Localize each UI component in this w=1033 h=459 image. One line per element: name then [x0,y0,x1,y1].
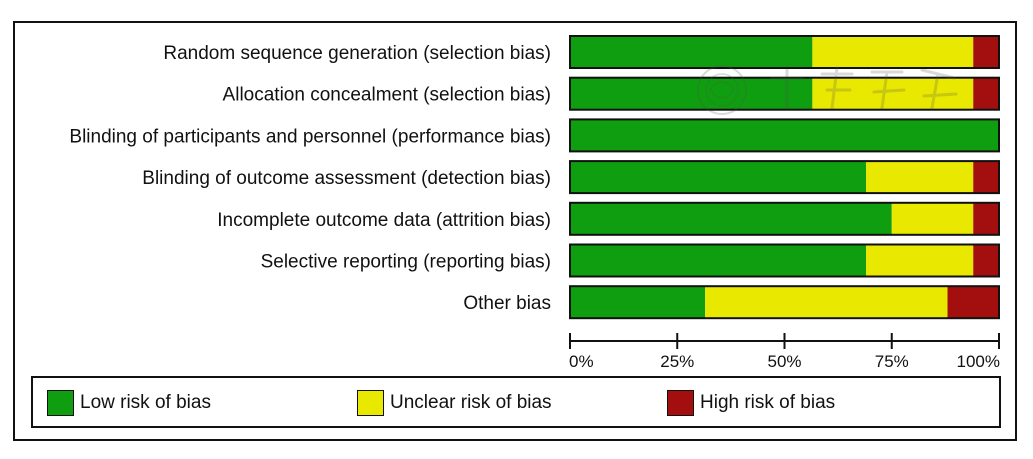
category-label: Selective reporting (reporting bias) [261,252,551,273]
category-label: Blinding of participants and personnel (… [69,126,551,147]
bar-segment-unclear [812,36,974,68]
legend-item-unclear: Unclear risk of bias [357,390,552,416]
bar-segment-high [947,286,999,319]
bar-outline [569,243,1000,278]
bar-outline [569,76,1000,111]
bar-segment-low [570,202,892,235]
bar-outline [569,285,1000,320]
bar-segment-unclear [812,77,974,110]
bar-segment-unclear [866,161,974,194]
legend-item-low: Low risk of bias [47,390,211,416]
x-tick-label: 50% [767,352,801,371]
legend-swatch-unclear [357,390,384,416]
x-tick-label: 100% [957,352,1000,371]
category-label: Allocation concealment (selection bias) [223,85,551,106]
category-label: Incomplete outcome data (attrition bias) [217,210,551,231]
bar-outline [569,201,1000,236]
bar-segment-high [973,36,999,68]
bar-segment-low [570,77,813,110]
legend-label-low: Low risk of bias [80,392,211,413]
bar-segment-high [973,77,999,110]
legend-label-high: High risk of bias [700,392,836,413]
bar-outline [569,35,1000,69]
bar-segment-low [570,36,813,68]
bar-segment-low [570,244,867,277]
bar-segment-low [570,161,867,194]
bar-segment-high [973,202,999,235]
legend-label-unclear: Unclear risk of bias [390,392,552,413]
legend-swatch-high [667,390,694,416]
x-tick-label: 25% [660,352,694,371]
bar-segment-unclear [705,286,948,319]
bar-segment-high [973,161,999,194]
bar-segment-low [570,286,706,319]
bar-outline [569,118,1000,153]
category-label: Other bias [463,293,551,314]
category-label: Blinding of outcome assessment (detectio… [142,168,551,189]
bar-outline [569,160,1000,195]
x-tick-label: 75% [875,352,909,371]
bar-segment-unclear [891,202,974,235]
category-label: Random sequence generation (selection bi… [163,43,551,64]
bar-segment-unclear [866,244,974,277]
x-tick-label: 0% [569,352,594,371]
bar-segment-low [570,119,999,152]
bar-segment-high [973,244,999,277]
legend: Low risk of bias Unclear risk of bias Hi… [31,376,1001,428]
legend-swatch-low [47,390,74,416]
legend-item-high: High risk of bias [667,390,835,416]
